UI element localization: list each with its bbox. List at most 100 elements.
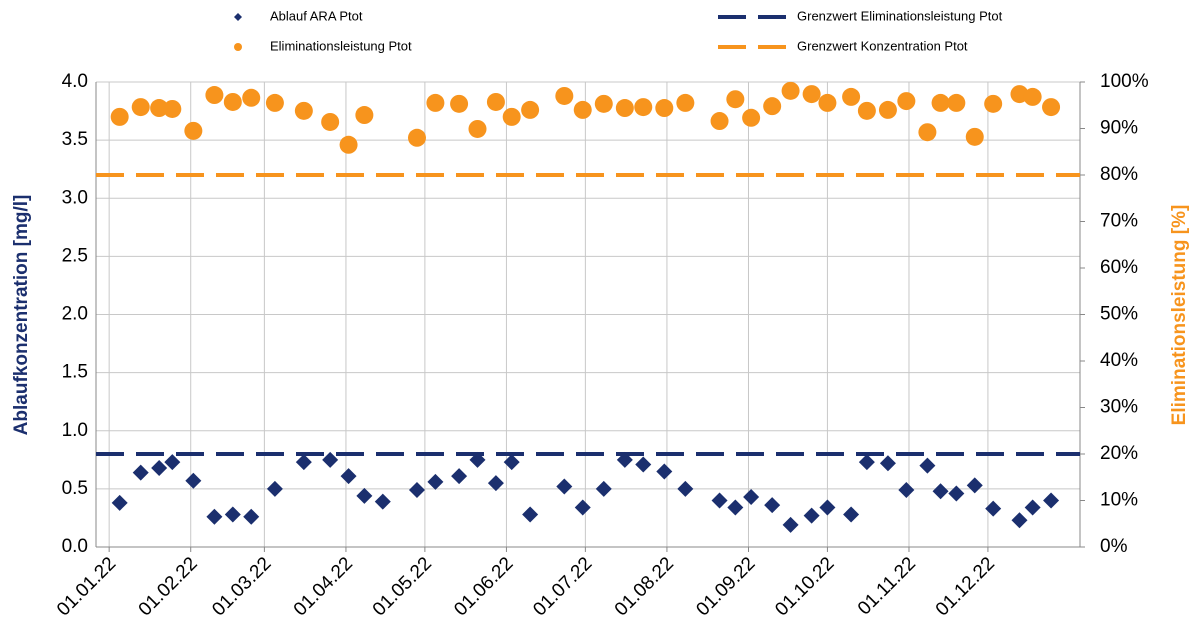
x-tick-label: 01.01.22 xyxy=(53,553,120,620)
point xyxy=(879,455,896,472)
point xyxy=(185,472,202,489)
point xyxy=(131,98,150,117)
point xyxy=(655,99,674,118)
point xyxy=(710,112,729,131)
y2-tick-label: 70% xyxy=(1100,211,1138,232)
point xyxy=(356,487,373,504)
y2-tick-label: 90% xyxy=(1100,118,1138,139)
point xyxy=(616,451,633,468)
legend-marker xyxy=(234,13,242,21)
point xyxy=(726,90,745,109)
x-tick-label: 01.10.22 xyxy=(771,553,838,620)
x-tick-label: 01.03.22 xyxy=(208,553,275,620)
legend-marker xyxy=(234,43,242,51)
point xyxy=(818,93,837,112)
point xyxy=(265,93,284,112)
point xyxy=(294,101,313,120)
point xyxy=(184,121,203,140)
point xyxy=(574,499,591,516)
point xyxy=(321,112,340,131)
y-tick-label: 3.0 xyxy=(62,187,88,208)
y2-axis-title: Eliminationsleistung [%] xyxy=(1169,205,1190,426)
point xyxy=(1023,87,1042,106)
x-tick-label: 01.09.22 xyxy=(692,553,759,620)
y2-tick-label: 10% xyxy=(1100,490,1138,511)
point xyxy=(1024,499,1041,516)
point xyxy=(918,123,937,142)
x-tick-label: 01.05.22 xyxy=(369,553,436,620)
y2-tick-label: 0% xyxy=(1100,536,1128,557)
legend-label: Eliminationsleistung Ptot xyxy=(270,38,412,53)
point xyxy=(764,497,781,514)
point xyxy=(164,454,181,471)
point xyxy=(573,100,592,119)
point xyxy=(1043,492,1060,509)
point xyxy=(502,107,521,126)
point xyxy=(932,483,949,500)
y2-tick-label: 60% xyxy=(1100,257,1138,278)
point xyxy=(635,456,652,473)
point xyxy=(781,81,800,100)
point xyxy=(1011,512,1028,529)
point xyxy=(727,499,744,516)
legend-label: Grenzwert Konzentration Ptot xyxy=(797,38,968,53)
legend-label: Ablauf ARA Ptot xyxy=(270,8,363,23)
x-tick-label: 01.02.22 xyxy=(135,553,202,620)
y-tick-label: 2.5 xyxy=(62,245,88,266)
point xyxy=(521,100,540,119)
point xyxy=(503,454,520,471)
point xyxy=(110,107,129,126)
y2-tick-label: 20% xyxy=(1100,443,1138,464)
point xyxy=(555,86,574,105)
point xyxy=(897,92,916,111)
y-axis-title: Ablaufkonzentration [mg/l] xyxy=(11,195,32,436)
point xyxy=(150,99,169,118)
y-tick-label: 3.5 xyxy=(62,129,88,150)
point xyxy=(858,454,875,471)
point xyxy=(677,480,694,497)
point xyxy=(242,88,261,107)
point xyxy=(898,482,915,499)
point xyxy=(408,482,425,499)
point xyxy=(450,94,469,113)
point xyxy=(522,506,539,523)
x-tick-label: 01.04.22 xyxy=(290,553,357,620)
point xyxy=(965,127,984,146)
y-tick-label: 0.0 xyxy=(62,536,88,557)
point xyxy=(947,93,966,112)
x-tick-label: 01.07.22 xyxy=(529,553,596,620)
point xyxy=(355,106,374,125)
point xyxy=(205,86,224,105)
point xyxy=(266,480,283,497)
point xyxy=(676,93,695,112)
point xyxy=(595,480,612,497)
point xyxy=(468,119,487,138)
point xyxy=(819,499,836,516)
point xyxy=(339,135,358,154)
point xyxy=(151,459,168,476)
point xyxy=(656,463,673,480)
y2-tick-label: 100% xyxy=(1100,71,1149,92)
point xyxy=(427,473,444,490)
point xyxy=(763,97,782,116)
point xyxy=(857,101,876,120)
point xyxy=(634,98,653,117)
point xyxy=(803,507,820,524)
point xyxy=(948,485,965,502)
y-tick-label: 1.5 xyxy=(62,362,88,383)
point xyxy=(243,508,260,525)
point xyxy=(1042,98,1061,117)
point xyxy=(984,94,1003,113)
y-tick-label: 1.0 xyxy=(62,420,88,441)
point xyxy=(743,489,760,506)
point xyxy=(742,108,761,127)
x-tick-label: 01.06.22 xyxy=(450,553,517,620)
y-tick-label: 2.0 xyxy=(62,304,88,325)
point xyxy=(919,457,936,474)
point xyxy=(802,85,821,104)
point xyxy=(931,93,950,112)
point xyxy=(966,477,983,494)
legend-label: Grenzwert Eliminationsleistung Ptot xyxy=(797,8,1003,23)
point xyxy=(295,454,312,471)
